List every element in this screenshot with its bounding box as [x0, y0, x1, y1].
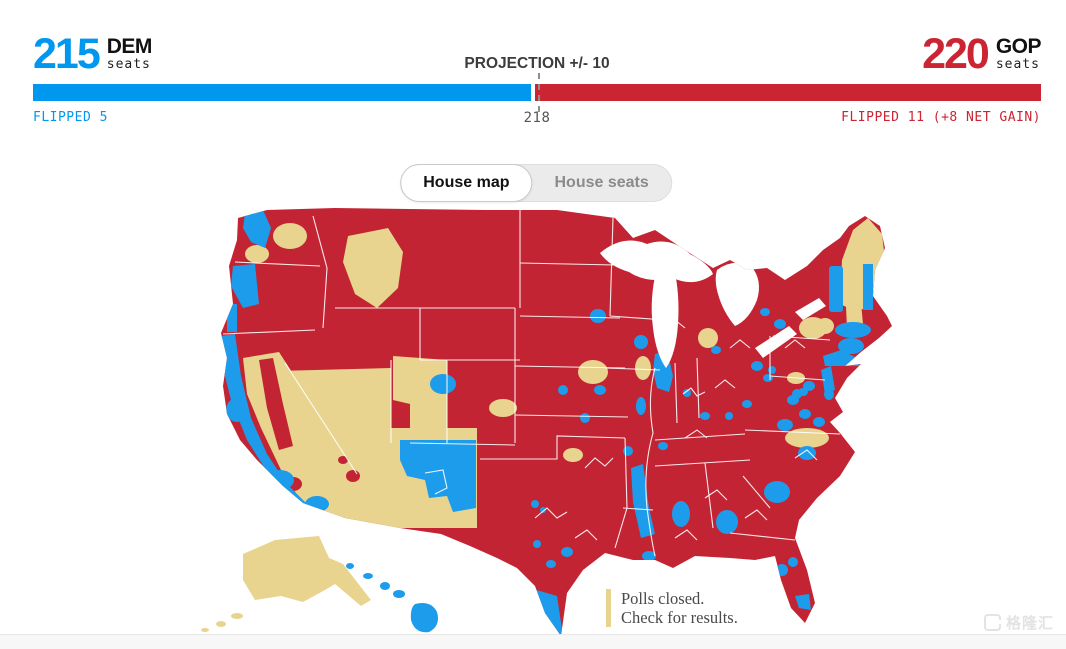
gop-party-label: GOP	[995, 35, 1042, 58]
map-hawaii[interactable]	[346, 563, 438, 633]
seat-bar-gap	[531, 84, 536, 101]
state-borders	[222, 210, 841, 557]
dem-seat-count: 215	[33, 30, 101, 78]
legend-pending-swatch	[606, 589, 611, 627]
dem-score-group: 215 DEM seats	[33, 30, 153, 78]
gelonghui-logo-icon	[983, 614, 1002, 631]
tab-house-seats[interactable]: House seats	[532, 164, 670, 202]
house-map-container	[185, 208, 907, 636]
legend-line-2: Check for results.	[621, 608, 738, 627]
gop-flipped-label: FLIPPED 11 (+8 NET GAIN)	[841, 110, 1041, 125]
tab-house-map[interactable]: House map	[400, 164, 533, 202]
gop-score-group: 220 GOP seats	[922, 30, 1042, 78]
seat-bar	[33, 73, 1041, 112]
view-toggle: House map House seats	[400, 164, 672, 202]
house-map[interactable]	[185, 208, 907, 636]
legend-text: Polls closed. Check for results.	[621, 589, 738, 627]
watermark: 格隆汇	[983, 612, 1054, 633]
projection-label: PROJECTION +/- 10	[464, 55, 610, 72]
gop-seats-word: seats	[995, 57, 1040, 72]
great-lakes	[600, 240, 826, 368]
map-dem-regions[interactable]	[221, 210, 873, 636]
dem-party-label: DEM	[106, 35, 153, 58]
majority-marker-line	[538, 73, 541, 112]
dem-flipped-label: FLIPPED 5	[33, 110, 108, 125]
dem-seats-word: seats	[106, 57, 151, 72]
map-legend: Polls closed. Check for results.	[606, 589, 738, 627]
legend-line-1: Polls closed.	[621, 589, 705, 608]
map-alaska[interactable]	[201, 536, 371, 632]
seat-bar-dem-segment	[33, 84, 532, 101]
seat-bar-gop-segment	[535, 84, 1041, 101]
majority-threshold-label: 218	[523, 110, 551, 126]
watermark-text: 格隆汇	[1005, 615, 1054, 632]
footer-strip	[0, 634, 1066, 649]
gop-seat-count: 220	[922, 30, 990, 78]
